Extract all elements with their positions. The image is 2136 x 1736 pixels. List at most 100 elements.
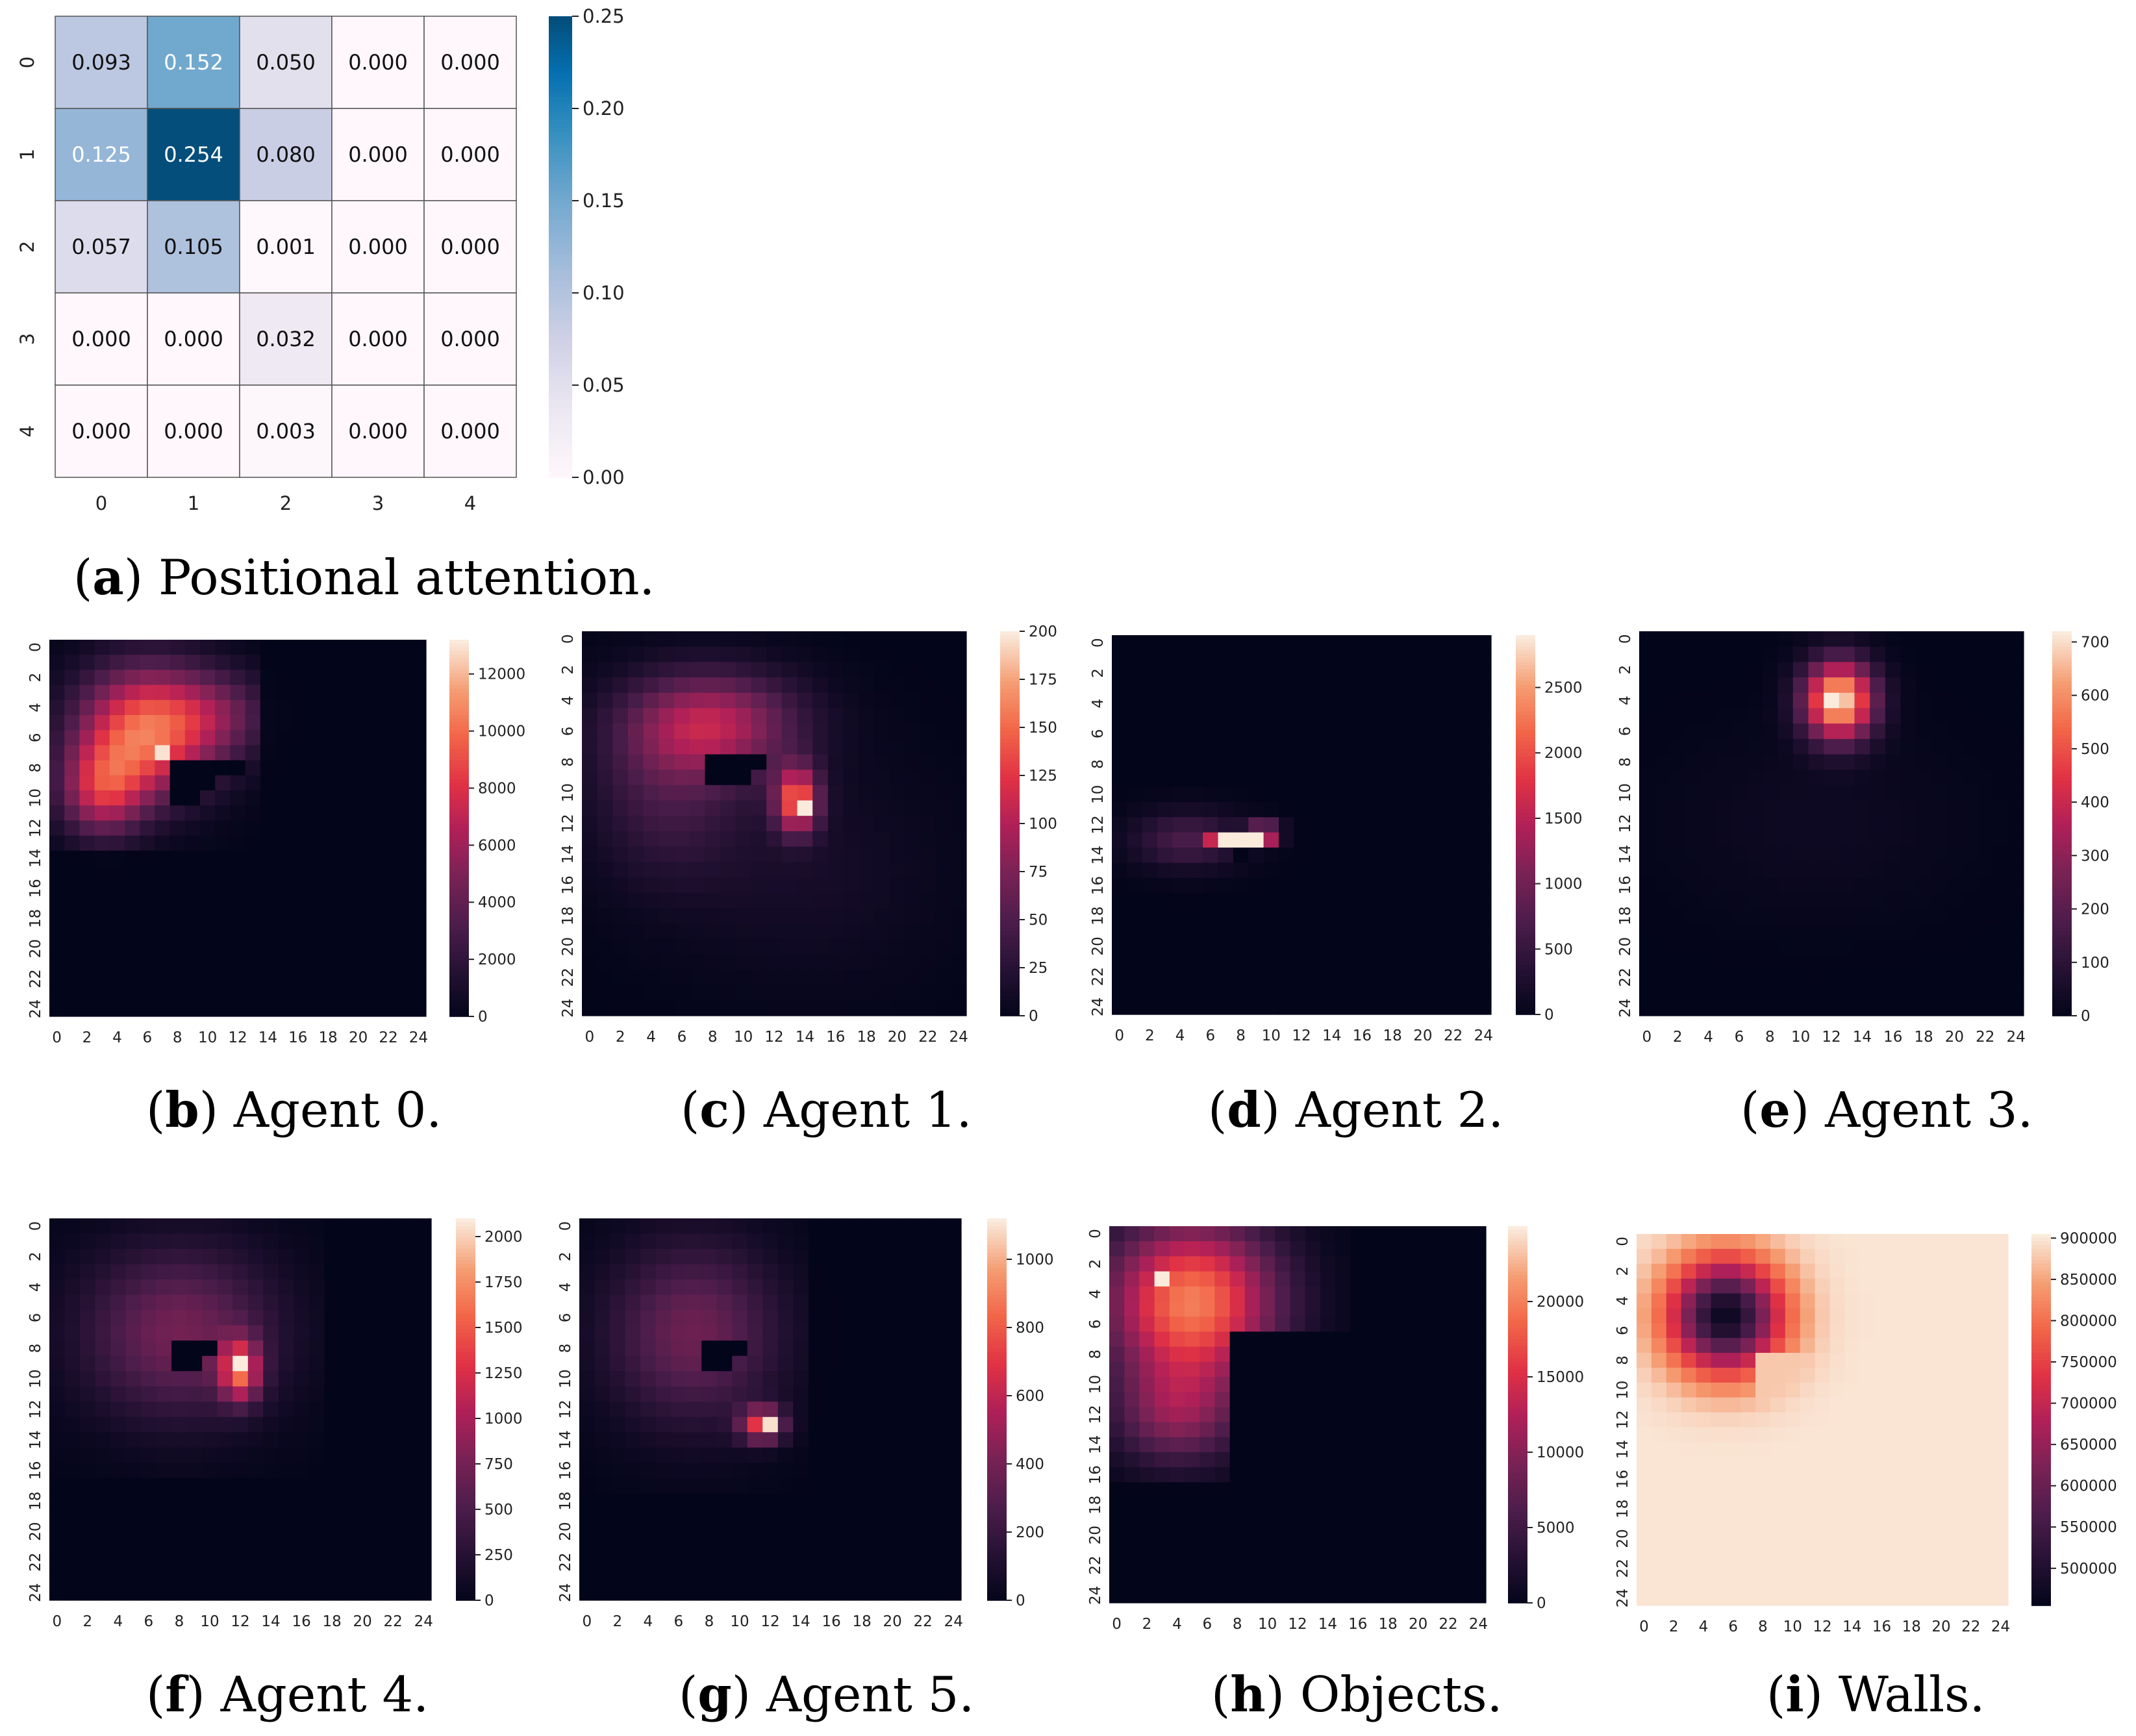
heatmap-cell xyxy=(915,1508,931,1524)
heatmap-cell xyxy=(899,1524,916,1540)
heatmap-cell xyxy=(777,1585,794,1601)
heatmap-cell xyxy=(655,1233,672,1250)
colorbar-segment xyxy=(549,350,572,355)
heatmap-cell xyxy=(827,754,844,770)
heatmap-cell xyxy=(777,1249,794,1265)
heatmap-cell xyxy=(125,1325,142,1341)
heatmap-cell xyxy=(1263,968,1279,985)
heatmap-cell xyxy=(612,938,629,955)
heatmap-cell xyxy=(686,1264,702,1280)
heatmap-cell xyxy=(812,770,829,786)
colorbar-segment xyxy=(449,670,469,674)
x-tick-label: 20 xyxy=(353,1613,372,1630)
heatmap-cell xyxy=(1309,726,1325,742)
heatmap-cell xyxy=(355,1493,371,1509)
heatmap-cell xyxy=(930,1249,947,1265)
heatmap-cell xyxy=(625,1478,641,1494)
heatmap-cell xyxy=(79,971,95,987)
colorbar-tick-label: 10000 xyxy=(478,723,525,740)
heatmap-cell xyxy=(109,699,125,716)
heatmap-cell xyxy=(260,640,276,655)
colorbar-tick-label: 0 xyxy=(1016,1592,1025,1609)
colorbar-segment xyxy=(549,320,572,325)
heatmap-cell xyxy=(751,708,767,724)
heatmap-cell xyxy=(141,1416,157,1433)
heatmap-cell xyxy=(1214,1302,1231,1317)
heatmap-cell xyxy=(946,1279,962,1296)
heatmap-cell xyxy=(140,941,155,957)
heatmap-cell xyxy=(812,877,829,894)
colorbar-segment xyxy=(1516,809,1535,814)
heatmap-cell xyxy=(628,969,644,986)
heatmap-cell xyxy=(140,730,155,746)
heatmap-cell xyxy=(1154,1302,1170,1317)
heatmap-cell xyxy=(1354,968,1370,985)
colorbar-tick-label: 1000 xyxy=(1016,1252,1054,1268)
heatmap-cell xyxy=(215,971,231,987)
colorbar-segment xyxy=(2052,885,2072,890)
heatmap-cell xyxy=(793,1493,809,1509)
heatmap-cell xyxy=(215,941,231,957)
heatmap-cell xyxy=(1185,1331,1200,1348)
heatmap-cell xyxy=(366,911,381,927)
colorbar-segment xyxy=(456,1596,475,1601)
heatmap-cell xyxy=(1400,681,1416,697)
heatmap-cell xyxy=(381,760,397,776)
heatmap-cell xyxy=(324,1539,340,1555)
heatmap-cell xyxy=(1839,816,1855,832)
heatmap-cell xyxy=(294,1478,310,1494)
heatmap-cell xyxy=(184,640,201,655)
colorbar-segment xyxy=(549,462,572,467)
heatmap-cell xyxy=(1154,1316,1170,1332)
heatmap-cell xyxy=(351,805,366,821)
heatmap-cell xyxy=(1824,631,1840,648)
heatmap-cell xyxy=(2008,892,2024,909)
heatmap-cell xyxy=(1839,846,1855,862)
colorbar-segment xyxy=(549,354,572,359)
heatmap-cell xyxy=(1203,984,1219,1000)
heatmap-cell xyxy=(899,1432,916,1448)
colorbar-segment xyxy=(456,1355,475,1361)
heatmap-cell xyxy=(582,969,598,986)
heatmap-cell xyxy=(156,1340,172,1357)
heatmap-cell xyxy=(701,1371,718,1387)
heatmap-cell xyxy=(762,1569,779,1586)
heatmap-cell xyxy=(1716,923,1732,940)
heatmap-cell xyxy=(1218,786,1234,803)
heatmap-cell xyxy=(351,941,366,957)
heatmap-cell xyxy=(2008,708,2024,724)
heatmap-cell xyxy=(747,1310,763,1326)
colorbar-segment xyxy=(456,1306,475,1311)
y-tick-label: 4 xyxy=(27,1283,44,1292)
heatmap-cell xyxy=(1716,646,1732,662)
heatmap-cell xyxy=(1354,635,1370,651)
heatmap-cell xyxy=(202,1447,218,1463)
heatmap-cell xyxy=(410,685,427,701)
colorbar-segment xyxy=(987,1542,1007,1548)
heatmap-cell xyxy=(808,1432,824,1448)
heatmap-cell xyxy=(410,640,427,655)
heatmap-cell xyxy=(859,800,875,816)
heatmap-cell xyxy=(735,816,752,832)
y-tick-label: 20 xyxy=(1617,937,1634,956)
heatmap-cell xyxy=(217,1416,233,1433)
heatmap-cell xyxy=(247,1539,264,1555)
heatmap-cell xyxy=(597,816,613,832)
heatmap-cell xyxy=(1654,892,1670,909)
heatmap-cell xyxy=(1335,1286,1351,1302)
heatmap-cell xyxy=(859,708,875,724)
heatmap-cell xyxy=(245,775,261,791)
colorbar-segment xyxy=(2052,670,2072,674)
heatmap-cell xyxy=(1142,665,1158,681)
heatmap-cell xyxy=(278,1402,294,1418)
heatmap-cell xyxy=(245,956,261,972)
heatmap-cell xyxy=(1370,635,1386,651)
heatmap-cell xyxy=(278,1386,294,1402)
colorbar-segment xyxy=(987,1229,1007,1235)
heatmap-cell xyxy=(935,1000,951,1016)
heatmap-cell xyxy=(1731,738,1748,755)
heatmap-cell xyxy=(215,986,231,1002)
heatmap-cell xyxy=(320,896,336,912)
heatmap-cell xyxy=(689,908,706,924)
heatmap-cell xyxy=(1716,738,1732,755)
